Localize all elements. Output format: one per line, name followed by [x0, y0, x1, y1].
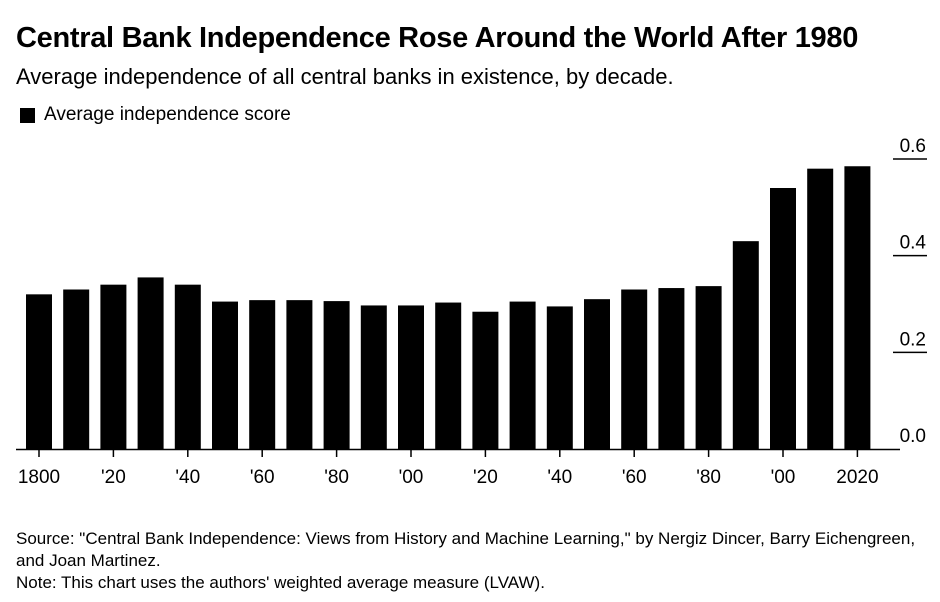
bar-1950: [584, 299, 610, 449]
x-tick-label: '60: [250, 467, 275, 488]
bar-1810: [63, 289, 90, 449]
bar-1890: [360, 305, 387, 449]
x-tick-label: '80: [696, 467, 721, 488]
method-note: Note: This chart uses the authors' weigh…: [16, 573, 545, 592]
bar-1840: [174, 284, 201, 449]
bar-1880: [323, 301, 350, 449]
footer: Source: "Central Bank Independence: View…: [16, 528, 921, 594]
bar-2000: [770, 188, 796, 449]
x-tick-label: '20: [101, 467, 126, 488]
bar-1800: [26, 294, 52, 449]
x-tick-label: '60: [622, 467, 647, 488]
x-tick-label: '40: [175, 467, 200, 488]
bar-1940: [546, 306, 573, 449]
legend-swatch: [20, 107, 35, 123]
bar-1820: [100, 284, 127, 449]
x-tick-label: '00: [399, 467, 424, 488]
x-tick-label: '20: [473, 467, 498, 488]
y-tick-label: 0.2: [900, 329, 926, 350]
chart-title: Central Bank Independence Rose Around th…: [16, 22, 859, 54]
bar-1830: [137, 277, 164, 449]
x-tick-label: '40: [547, 467, 572, 488]
bar-1980: [695, 286, 722, 449]
bar-1900: [398, 305, 424, 449]
bar-1960: [621, 289, 648, 449]
y-tick-label: 0.4: [900, 233, 927, 254]
bar-1870: [286, 300, 313, 449]
x-tick-label: '00: [771, 467, 796, 488]
chart-subtitle: Average independence of all central bank…: [16, 64, 674, 89]
bar-1970: [658, 288, 685, 449]
bar-1910: [435, 302, 462, 449]
y-tick-label: 0.6: [900, 136, 926, 157]
bar-1860: [249, 300, 276, 449]
bar-chart: 0.0 0.2 0.4 0.6 1800 '20 '40 '60 '80 '00 '20 '40 '60…: [16, 136, 927, 488]
legend: Average independence score: [16, 104, 291, 126]
source-note: Source: "Central Bank Independence: View…: [16, 529, 916, 570]
bar-2020: [844, 166, 871, 449]
y-tick-label: 0.0: [900, 426, 926, 447]
legend-label: Average independence score: [44, 104, 291, 125]
x-tick-label: 2020: [836, 467, 878, 488]
bar-1920: [472, 311, 499, 449]
x-tick-label: 1800: [18, 467, 60, 488]
bar-1930: [509, 301, 536, 449]
x-tick-label: '80: [324, 467, 349, 488]
bar-1990: [732, 241, 759, 449]
bar-2010: [807, 168, 834, 449]
bar-1850: [212, 301, 238, 449]
